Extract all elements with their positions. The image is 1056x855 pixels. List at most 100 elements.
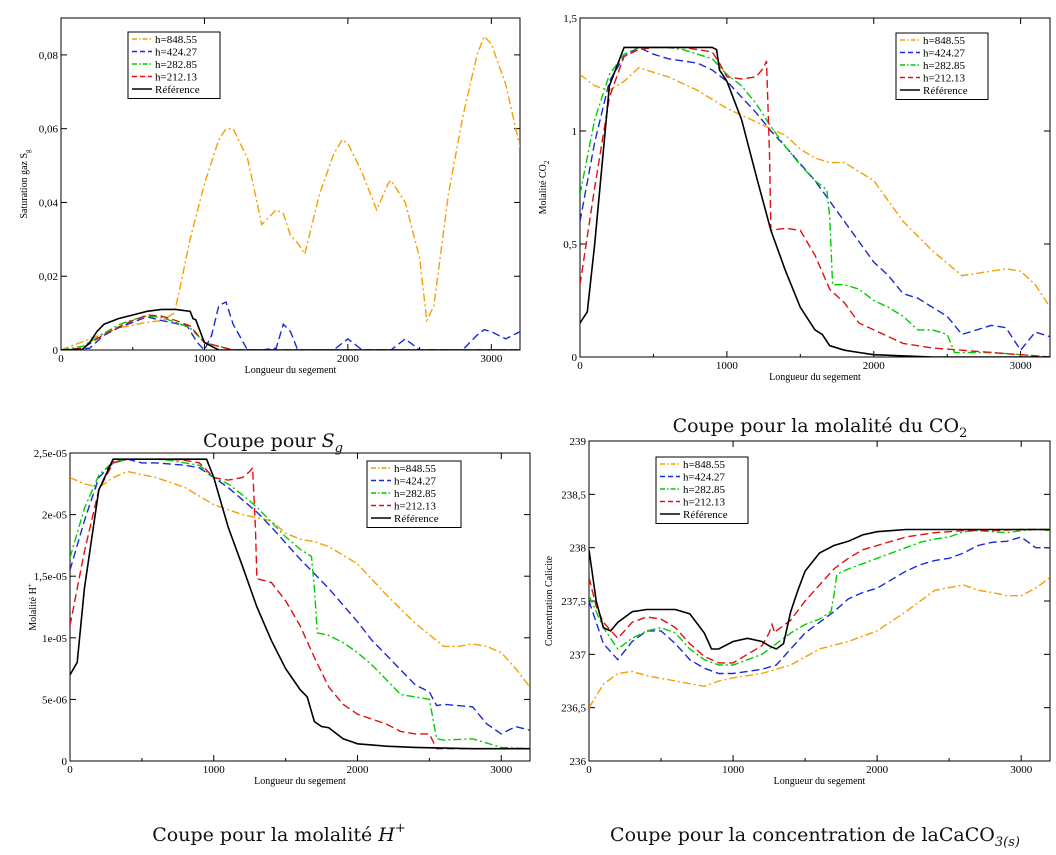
y-tick-label: 0,5: [563, 239, 577, 251]
x-tick-label: 2000: [866, 764, 889, 776]
x-tick-label: 0: [586, 764, 592, 776]
y-tick-label: 5e-06: [42, 694, 68, 706]
x-tick-label: 3000: [490, 764, 513, 776]
y-tick-label: 239: [570, 436, 587, 448]
y-tick-label: 0: [53, 345, 59, 357]
y-tick-label: 0,02: [39, 271, 58, 283]
legend-label: h=424.27: [394, 476, 436, 488]
x-tick-label: 1000: [716, 360, 739, 372]
y-tick-label: 1,5e-05: [34, 571, 68, 583]
series-line-4: [61, 314, 520, 350]
legend: h=848.55h=424.27h=282.85h=212.13Référenc…: [366, 460, 462, 528]
y-tick-label: 0,08: [39, 50, 59, 62]
y-tick-label: 2e-05: [42, 510, 68, 522]
legend: h=848.55h=424.27h=282.85h=212.13Référenc…: [127, 31, 221, 99]
y-tick-label: 236: [570, 756, 587, 768]
y-tick-label: 237: [570, 649, 587, 661]
legend: h=848.55h=424.27h=282.85h=212.13Référenc…: [655, 456, 749, 524]
series-line-3: [589, 528, 1050, 666]
legend-label: h=848.55: [923, 35, 965, 47]
x-axis-label: Longueur du segement: [254, 776, 346, 787]
caption-h: Coupe pour la molalité H+: [152, 821, 405, 846]
y-axis-label: Concentration Calicite: [544, 555, 555, 646]
legend-label: h=282.85: [923, 60, 965, 72]
chart-1: 0 1000 2000 3000 0 0,02 0,04 0,06 0,08 Longueur d…: [19, 17, 521, 376]
x-tick-label: 1000: [193, 353, 216, 365]
legend-box: [127, 31, 221, 99]
x-tick-label: 3000: [1010, 360, 1033, 372]
legend-label: Référence: [683, 509, 728, 521]
series-line-1: [580, 66, 1050, 308]
series-line-4: [589, 528, 1050, 664]
caption-caco3: Coupe pour la concentration de laCaCO3(s…: [610, 824, 1020, 850]
x-tick-label: 0: [58, 353, 64, 365]
y-tick-label: 238: [570, 543, 587, 555]
legend-box: [655, 456, 749, 524]
x-tick-label: 1000: [722, 764, 745, 776]
series-line-5: [589, 528, 1050, 650]
legend-label: Référence: [923, 85, 968, 97]
x-tick-label: 0: [577, 360, 583, 372]
y-axis-label: Molalité H+: [26, 583, 39, 631]
y-axis-label: Saturation gaz Sg: [19, 149, 32, 219]
series-line-1: [589, 576, 1050, 709]
legend-label: h=848.55: [155, 34, 197, 46]
legend-label: Référence: [394, 513, 439, 525]
series-line-3: [61, 315, 520, 350]
chart-4: 0 1000 2000 3000 236 236,5 237 237,5 238 238,5 239…: [544, 436, 1051, 787]
series-line-2: [589, 536, 1050, 675]
x-tick-label: 2000: [863, 360, 886, 372]
series-line-5: [580, 46, 1050, 357]
series-line-5: [61, 308, 520, 350]
legend-label: h=282.85: [683, 484, 725, 496]
chart-3: 0 1000 2000 3000 0 5e-06 1e-05 1,5e-05 2e-05 2,5e…: [26, 448, 531, 787]
y-tick-label: 237,5: [561, 596, 586, 608]
series-line-2: [61, 300, 520, 350]
x-tick-label: 3000: [480, 353, 503, 365]
series-line-2: [580, 46, 1050, 352]
legend-label: h=282.85: [394, 488, 436, 500]
x-tick-label: 2000: [347, 764, 370, 776]
legend-label: h=848.55: [394, 463, 436, 475]
legend-label: h=212.13: [155, 72, 197, 84]
x-axis-label: Longueur du segement: [774, 776, 866, 787]
plot-frame: [69, 452, 531, 762]
x-axis-label: Longueur du segement: [245, 365, 337, 376]
series-line-1: [61, 35, 520, 350]
x-tick-label: 0: [67, 764, 73, 776]
plot-frame: [579, 17, 1051, 358]
legend-label: h=424.27: [155, 47, 197, 59]
legend-label: h=424.27: [683, 472, 725, 484]
x-tick-label: 3000: [1010, 764, 1033, 776]
y-tick-label: 238,5: [561, 489, 586, 501]
series-line-5: [70, 458, 530, 750]
legend-box: [895, 32, 989, 100]
chart-2: 0 1000 2000 3000 0 0,5 1 1,5 Longueur du segemen…: [538, 13, 1051, 383]
x-axis-label: Longueur du segement: [769, 372, 861, 383]
legend-label: h=282.85: [155, 59, 197, 71]
legend-label: h=212.13: [394, 501, 436, 513]
series-line-1: [70, 470, 530, 688]
legend-label: h=212.13: [923, 73, 965, 85]
legend-label: Référence: [155, 84, 200, 96]
y-tick-label: 1e-05: [42, 633, 68, 645]
legend-label: h=848.55: [683, 459, 725, 471]
y-tick-label: 1,5: [563, 13, 577, 25]
y-tick-label: 2,5e-05: [34, 448, 68, 460]
series-line-3: [580, 46, 1050, 357]
series-line-3: [70, 458, 530, 750]
x-tick-label: 2000: [337, 353, 360, 365]
y-tick-label: 0: [572, 352, 578, 364]
y-axis-label: Molalité CO2: [538, 160, 551, 214]
legend-label: h=212.13: [683, 497, 725, 509]
caption-co2: Coupe pour la molalité du CO2: [673, 415, 968, 441]
x-tick-label: 1000: [203, 764, 226, 776]
y-tick-label: 0,06: [39, 124, 59, 136]
caption-sg: Coupe pour Sg: [203, 430, 343, 456]
legend-label: h=424.27: [923, 48, 965, 60]
legend-box: [366, 460, 462, 528]
legend: h=848.55h=424.27h=282.85h=212.13Référenc…: [895, 32, 989, 100]
y-tick-label: 0,04: [39, 197, 59, 209]
y-tick-label: 1: [572, 126, 578, 138]
